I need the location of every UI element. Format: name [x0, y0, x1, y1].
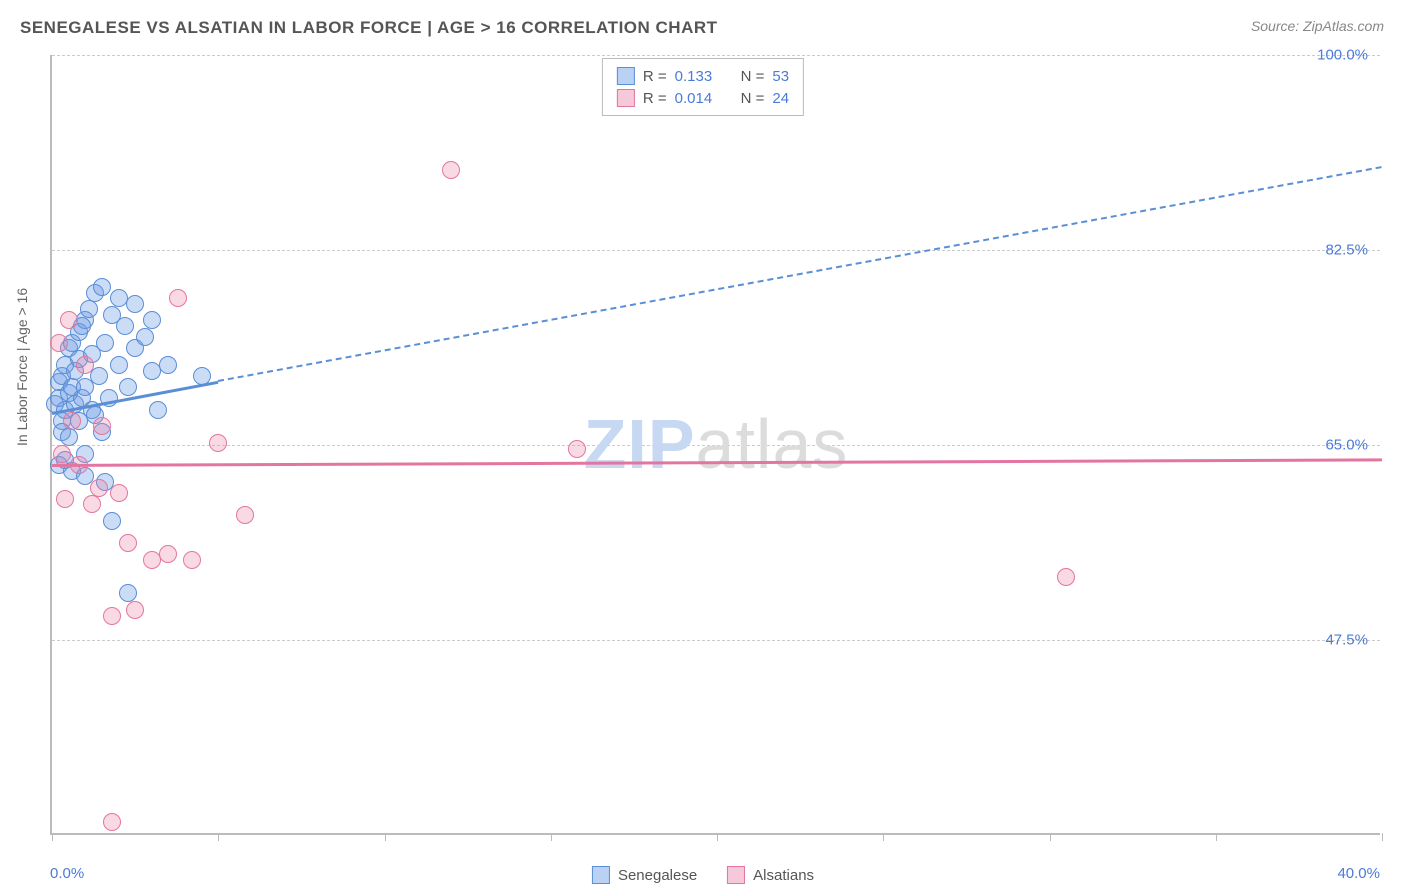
data-point [63, 412, 81, 430]
data-point [90, 479, 108, 497]
y-tick-label: 100.0% [1317, 47, 1368, 64]
data-point [80, 300, 98, 318]
trend-line-extension [218, 166, 1382, 382]
data-point [143, 311, 161, 329]
legend-item-alsatians: Alsatians [727, 866, 814, 884]
data-point [126, 295, 144, 313]
data-point [103, 607, 121, 625]
data-point [60, 311, 78, 329]
gridline [52, 250, 1380, 251]
gridline [52, 640, 1380, 641]
data-point [119, 378, 137, 396]
x-tick [1216, 833, 1217, 841]
legend-row-senegalese: R = 0.133 N = 53 [617, 65, 789, 87]
data-point [143, 362, 161, 380]
data-point [60, 428, 78, 446]
data-point [119, 534, 137, 552]
x-tick [551, 833, 552, 841]
data-point [169, 289, 187, 307]
swatch-alsatians [617, 89, 635, 107]
y-tick-label: 47.5% [1325, 632, 1368, 649]
data-point [209, 434, 227, 452]
legend-row-alsatians: R = 0.014 N = 24 [617, 87, 789, 109]
data-point [442, 161, 460, 179]
trend-line [52, 458, 1382, 467]
data-point [183, 551, 201, 569]
data-point [110, 484, 128, 502]
data-point [103, 512, 121, 530]
correlation-legend: R = 0.133 N = 53 R = 0.014 N = 24 [602, 58, 804, 116]
legend-item-senegalese: Senegalese [592, 866, 697, 884]
data-point [143, 551, 161, 569]
data-point [50, 334, 68, 352]
gridline [52, 445, 1380, 446]
data-point [236, 506, 254, 524]
x-axis-min-label: 0.0% [50, 865, 84, 882]
data-point [76, 356, 94, 374]
swatch-senegalese [617, 67, 635, 85]
x-tick [717, 833, 718, 841]
data-point [103, 813, 121, 831]
y-tick-label: 82.5% [1325, 242, 1368, 259]
x-tick [1382, 833, 1383, 841]
source-attribution: Source: ZipAtlas.com [1251, 18, 1384, 34]
data-point [126, 601, 144, 619]
swatch-alsatians [727, 866, 745, 884]
data-point [116, 317, 134, 335]
watermark: ZIPatlas [584, 404, 849, 484]
chart-title: SENEGALESE VS ALSATIAN IN LABOR FORCE | … [20, 18, 718, 38]
gridline [52, 55, 1380, 56]
data-point [159, 545, 177, 563]
swatch-senegalese [592, 866, 610, 884]
data-point [110, 356, 128, 374]
scatter-plot-area: ZIPatlas 47.5%65.0%82.5%100.0% [50, 55, 1380, 835]
data-point [568, 440, 586, 458]
data-point [93, 278, 111, 296]
x-tick [385, 833, 386, 841]
x-tick [1050, 833, 1051, 841]
x-axis-max-label: 40.0% [1337, 865, 1380, 882]
data-point [149, 401, 167, 419]
data-point [53, 445, 71, 463]
x-tick [52, 833, 53, 841]
y-tick-label: 65.0% [1325, 437, 1368, 454]
x-tick [883, 833, 884, 841]
data-point [83, 495, 101, 513]
data-point [119, 584, 137, 602]
data-point [56, 490, 74, 508]
series-legend: Senegalese Alsatians [592, 866, 814, 884]
data-point [136, 328, 154, 346]
data-point [110, 289, 128, 307]
y-axis-label: In Labor Force | Age > 16 [14, 288, 30, 446]
data-point [93, 417, 111, 435]
x-tick [218, 833, 219, 841]
data-point [96, 334, 114, 352]
data-point [159, 356, 177, 374]
data-point [1057, 568, 1075, 586]
